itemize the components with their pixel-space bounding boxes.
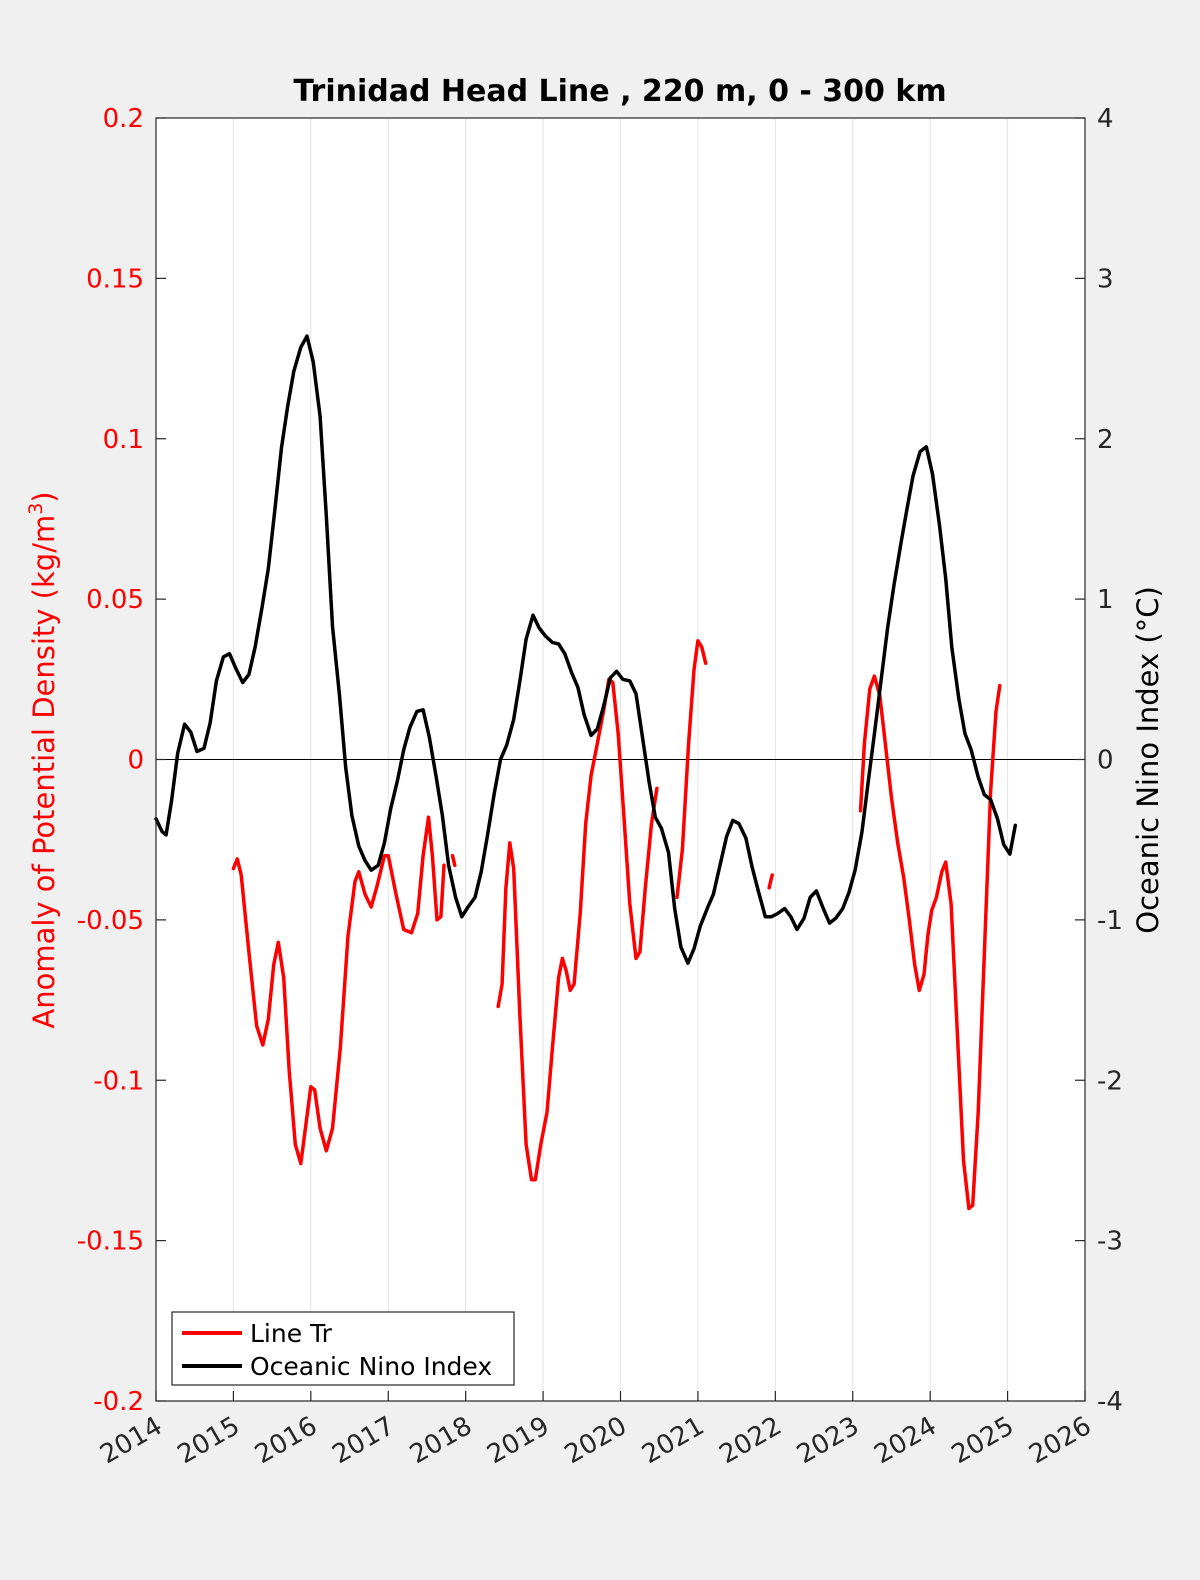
left-tick-label: -0.1 bbox=[93, 1066, 144, 1096]
line-tr-series-segment bbox=[450, 853, 457, 868]
right-tick-label: 0 bbox=[1097, 746, 1114, 776]
right-tick-label: 4 bbox=[1097, 104, 1114, 134]
x-tick-label: 2017 bbox=[327, 1411, 399, 1470]
right-tick-label: 3 bbox=[1097, 264, 1114, 294]
left-axis-label: Anomaly of Potential Density (kg/m3) bbox=[25, 491, 61, 1028]
x-tick-label: 2018 bbox=[405, 1411, 477, 1470]
left-tick-label: -0.05 bbox=[77, 906, 144, 936]
x-tick-label: 2023 bbox=[792, 1411, 864, 1470]
left-tick-label: 0.2 bbox=[103, 104, 144, 134]
left-tick-label: 0 bbox=[127, 746, 144, 776]
x-tick-label: 2016 bbox=[250, 1411, 322, 1470]
chart-title: Trinidad Head Line , 220 m, 0 - 300 km bbox=[293, 74, 946, 109]
x-tick-label: 2021 bbox=[637, 1411, 709, 1470]
left-tick-label: -0.2 bbox=[93, 1387, 144, 1417]
x-tick-label: 2015 bbox=[173, 1411, 245, 1470]
line-tr-series-segment bbox=[767, 873, 774, 890]
left-tick-label: 0.05 bbox=[86, 585, 144, 615]
right-tick-label: -2 bbox=[1097, 1066, 1123, 1096]
x-tick-label: 2026 bbox=[1024, 1411, 1096, 1470]
right-tick-label: -4 bbox=[1097, 1387, 1123, 1417]
right-axis-ticks: -4 -3 -2 -1 0 1 2 3 4 bbox=[1075, 104, 1123, 1417]
left-tick-label: 0.15 bbox=[86, 264, 144, 294]
x-tick-label: 2014 bbox=[95, 1411, 167, 1470]
left-axis-ticks: -0.2 -0.15 -0.1 -0.05 0 0.05 0.1 0.15 0.2 bbox=[77, 104, 166, 1417]
x-tick-label: 2019 bbox=[482, 1411, 554, 1470]
x-axis-ticks: 2014 2015 2016 2017 2018 2019 2020 2021 2022 2023… bbox=[95, 1391, 1097, 1470]
x-tick-label: 2025 bbox=[947, 1411, 1019, 1470]
x-tick-label: 2022 bbox=[715, 1411, 787, 1470]
legend-box bbox=[171, 1311, 515, 1386]
right-tick-label: -3 bbox=[1097, 1227, 1123, 1257]
right-tick-label: 1 bbox=[1097, 585, 1114, 615]
legend-label-oni: Oceanic Nino Index bbox=[250, 1352, 492, 1381]
legend: Line Tr Oceanic Nino Index bbox=[171, 1311, 515, 1386]
line-tr-series-segment bbox=[858, 674, 1002, 1211]
right-tick-label: -1 bbox=[1097, 906, 1123, 936]
right-axis-label: Oceanic Nino Index (°C) bbox=[1131, 586, 1165, 934]
legend-label-line-tr: Line Tr bbox=[250, 1319, 333, 1348]
line-tr-series-segment bbox=[675, 639, 708, 900]
left-tick-label: 0.1 bbox=[103, 425, 144, 455]
left-tick-label: -0.15 bbox=[77, 1227, 144, 1257]
line-tr-series-segment bbox=[231, 815, 446, 1166]
oni-series-segment bbox=[154, 334, 1018, 965]
x-tick-label: 2020 bbox=[560, 1411, 632, 1470]
line-tr-series-segment bbox=[496, 677, 659, 1182]
x-tick-label: 2024 bbox=[869, 1411, 941, 1470]
series-layer bbox=[154, 334, 1018, 1211]
right-tick-label: 2 bbox=[1097, 425, 1114, 455]
